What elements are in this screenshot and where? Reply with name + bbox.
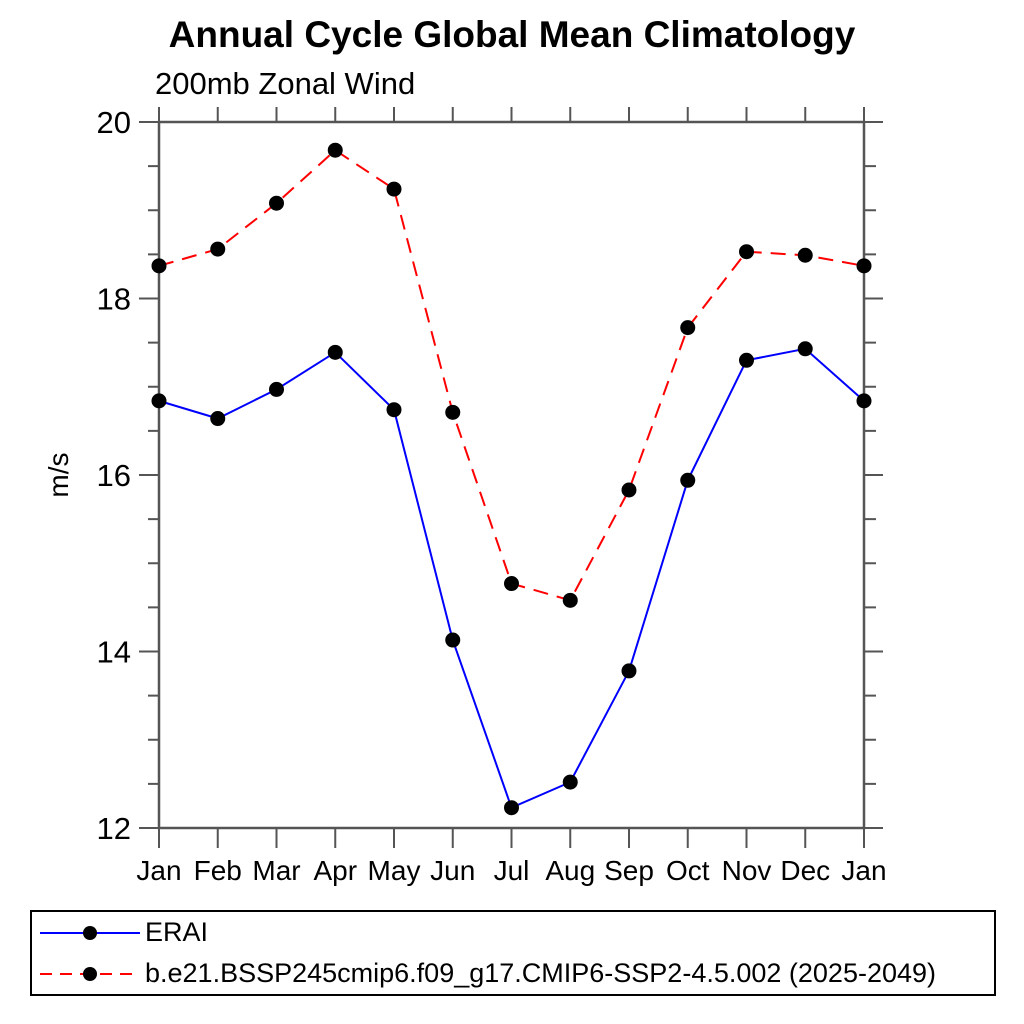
data-point-marker bbox=[797, 341, 813, 357]
data-point-marker bbox=[151, 258, 167, 274]
x-tick-label: Mar bbox=[252, 855, 300, 886]
x-tick-label: Jan bbox=[136, 855, 181, 886]
plot-area: 12 14 16 18 20 Jan Feb Mar Apr May Jun Jul Aug Sep Oct… bbox=[43, 105, 887, 886]
data-point-marker bbox=[856, 393, 872, 409]
data-point-marker bbox=[269, 381, 284, 397]
x-tick-label: Feb bbox=[194, 855, 242, 886]
data-point-marker bbox=[621, 663, 637, 679]
chart-subtitle: 200mb Zonal Wind bbox=[155, 66, 416, 101]
y-tick-label: 12 bbox=[97, 811, 131, 846]
data-point-marker bbox=[504, 800, 519, 816]
legend-row-erai: ERAI bbox=[32, 913, 994, 953]
data-point-marker bbox=[445, 632, 461, 648]
data-point-marker bbox=[562, 592, 578, 608]
x-tick-label: Aug bbox=[545, 855, 595, 886]
data-point-marker bbox=[504, 576, 519, 592]
data-point-marker bbox=[856, 258, 872, 274]
data-point-marker bbox=[739, 352, 754, 368]
y-tick-label: 16 bbox=[97, 458, 131, 493]
data-point-marker bbox=[386, 181, 402, 197]
plot-frame bbox=[157, 120, 866, 830]
y-tick-label: 14 bbox=[97, 635, 131, 670]
legend-marker-dot bbox=[83, 966, 97, 981]
data-point-marker bbox=[386, 402, 402, 418]
legend-label-erai: ERAI bbox=[145, 917, 209, 947]
y-axis-label: m/s bbox=[43, 452, 74, 497]
data-point-marker bbox=[739, 244, 754, 260]
x-tick-label: Oct bbox=[666, 855, 710, 886]
x-tick-label: Jan bbox=[841, 855, 886, 886]
x-tick-label: Sep bbox=[604, 855, 654, 886]
data-point-marker bbox=[210, 411, 226, 427]
legend-label-model: b.e21.BSSP245cmip6.f09_g17.CMIP6-SSP2-4.… bbox=[145, 958, 937, 988]
x-tick-label: Dec bbox=[780, 855, 830, 886]
legend-box: ERAI b.e21.BSSP245cmip6.f09_g17.CMIP6-SS… bbox=[30, 910, 996, 996]
data-point-marker bbox=[680, 472, 696, 488]
data-point-marker bbox=[269, 195, 284, 211]
x-tick-label: Jul bbox=[494, 855, 530, 886]
legend-line-sample-dashed bbox=[40, 966, 140, 981]
legend-row-model: b.e21.BSSP245cmip6.f09_g17.CMIP6-SSP2-4.… bbox=[32, 954, 994, 994]
x-tick-label: May bbox=[368, 855, 421, 886]
legend-line-sample-solid bbox=[40, 925, 140, 940]
data-point-marker bbox=[621, 482, 637, 498]
data-point-marker bbox=[327, 142, 343, 158]
data-point-marker bbox=[151, 393, 167, 409]
data-point-marker bbox=[327, 344, 343, 360]
x-tick-label: Jun bbox=[430, 855, 475, 886]
legend-marker-dot bbox=[83, 925, 97, 940]
data-point-marker bbox=[210, 241, 226, 257]
series-line-1 bbox=[158, 148, 865, 602]
data-point-marker bbox=[445, 404, 461, 420]
y-tick-label: 20 bbox=[97, 105, 131, 140]
chart-title: Annual Cycle Global Mean Climatology bbox=[168, 14, 856, 55]
data-point-marker bbox=[562, 774, 578, 790]
x-tick-label: Apr bbox=[313, 855, 357, 886]
data-point-marker bbox=[680, 320, 696, 336]
x-tick-label: Nov bbox=[722, 855, 772, 886]
y-tick-label: 18 bbox=[97, 282, 131, 317]
data-point-marker bbox=[797, 247, 813, 263]
